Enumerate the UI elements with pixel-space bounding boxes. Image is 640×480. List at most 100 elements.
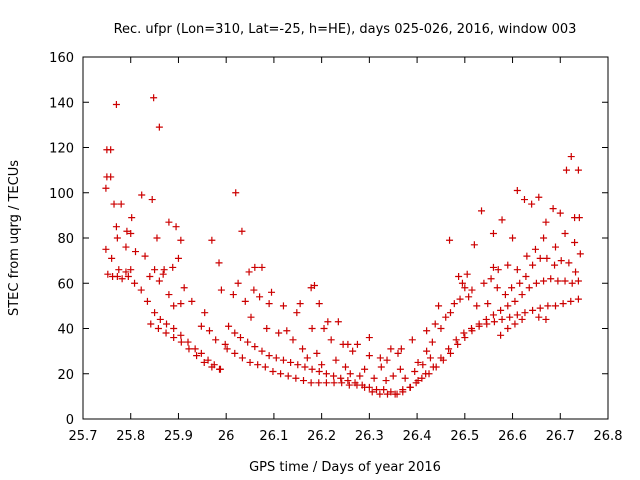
data-point — [123, 227, 131, 235]
data-point — [177, 338, 185, 346]
data-point — [124, 272, 132, 280]
data-point — [279, 302, 287, 310]
data-point — [565, 259, 573, 267]
data-point — [561, 277, 569, 285]
data-point — [574, 295, 582, 303]
data-point — [174, 254, 182, 262]
data-point — [154, 325, 162, 332]
data-point — [498, 315, 506, 323]
data-point — [562, 166, 570, 174]
data-point — [508, 284, 516, 292]
data-point — [170, 334, 178, 342]
data-point — [122, 268, 130, 276]
data-point — [251, 343, 259, 351]
data-point — [522, 272, 530, 280]
x-axis-label: GPS time / Days of year 2016 — [249, 460, 441, 475]
data-point — [185, 345, 193, 353]
data-point — [561, 229, 569, 237]
data-point — [516, 279, 524, 287]
data-point — [238, 354, 246, 362]
data-point — [414, 358, 422, 366]
y-tick-label: 60 — [57, 277, 74, 292]
data-point — [494, 266, 502, 274]
y-tick-label: 140 — [49, 96, 74, 111]
y-axis-label: STEC from uqrg / TECUs — [7, 160, 22, 316]
data-point — [547, 275, 555, 283]
data-point — [180, 284, 188, 292]
data-point — [513, 266, 521, 274]
data-point — [159, 270, 167, 278]
data-point — [567, 153, 575, 161]
data-point — [225, 322, 233, 330]
data-point — [279, 356, 287, 364]
y-tick-label: 80 — [57, 232, 74, 247]
data-point — [115, 266, 123, 274]
data-point — [296, 300, 304, 308]
data-point — [108, 254, 116, 262]
data-point — [315, 379, 323, 387]
data-point — [497, 306, 505, 314]
x-tick-label: 26.7 — [546, 429, 575, 444]
data-point — [231, 349, 239, 357]
data-point — [132, 248, 139, 256]
data-point — [155, 123, 163, 131]
data-point — [422, 370, 430, 378]
data-point — [327, 336, 335, 344]
data-point — [112, 223, 120, 231]
data-point — [339, 340, 347, 348]
data-point — [197, 349, 205, 357]
data-point — [450, 300, 458, 308]
x-tick-label: 26.6 — [498, 429, 527, 444]
data-point — [283, 327, 291, 335]
data-point — [576, 250, 584, 258]
x-tick-label: 25.9 — [164, 429, 193, 444]
data-point — [574, 166, 582, 174]
data-point — [376, 354, 384, 362]
data-point — [475, 322, 483, 330]
data-point — [250, 286, 258, 294]
data-point — [376, 390, 384, 398]
data-point — [246, 358, 254, 366]
data-point — [170, 302, 178, 310]
data-point — [160, 266, 168, 274]
data-point — [244, 338, 252, 346]
data-point — [324, 318, 332, 326]
data-point — [447, 309, 454, 317]
data-point — [284, 372, 292, 380]
data-point — [212, 336, 220, 344]
data-point — [258, 347, 266, 355]
data-point — [361, 383, 369, 391]
data-point — [531, 245, 539, 253]
data-point — [406, 383, 414, 391]
data-point — [377, 363, 385, 371]
data-point — [551, 261, 559, 269]
data-point — [272, 354, 280, 362]
x-tick-label: 26 — [218, 429, 235, 444]
data-point — [361, 365, 369, 373]
data-point — [330, 379, 338, 387]
data-point — [468, 286, 476, 294]
data-point — [238, 227, 246, 235]
data-point — [307, 284, 315, 292]
data-point — [300, 377, 307, 385]
data-point — [368, 388, 376, 396]
data-point — [254, 361, 262, 369]
data-point — [401, 374, 409, 382]
data-point — [216, 365, 223, 373]
data-point — [292, 374, 300, 382]
y-tick-label: 20 — [57, 368, 74, 383]
data-point — [261, 363, 269, 371]
data-point — [445, 345, 453, 353]
y-axis: 0 20 40 60 80 100 120 140 160 — [49, 51, 608, 428]
data-point — [172, 223, 180, 231]
data-point — [380, 386, 388, 394]
data-point — [193, 352, 201, 360]
data-point — [435, 302, 443, 310]
data-point — [234, 279, 242, 287]
x-tick-label: 26.3 — [355, 429, 384, 444]
x-tick-label: 26.4 — [403, 429, 432, 444]
data-point — [461, 284, 469, 292]
data-point — [147, 320, 155, 328]
data-point — [447, 349, 454, 357]
data-point — [465, 293, 473, 301]
